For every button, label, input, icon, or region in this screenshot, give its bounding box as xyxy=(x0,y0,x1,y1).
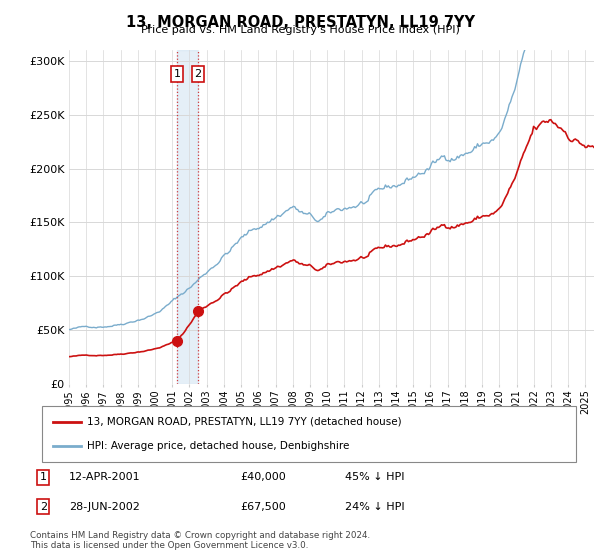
Text: Price paid vs. HM Land Registry's House Price Index (HPI): Price paid vs. HM Land Registry's House … xyxy=(140,25,460,35)
Text: 45% ↓ HPI: 45% ↓ HPI xyxy=(345,472,404,482)
Text: 13, MORGAN ROAD, PRESTATYN, LL19 7YY: 13, MORGAN ROAD, PRESTATYN, LL19 7YY xyxy=(125,15,475,30)
Text: 24% ↓ HPI: 24% ↓ HPI xyxy=(345,502,404,512)
Text: £40,000: £40,000 xyxy=(240,472,286,482)
Text: 13, MORGAN ROAD, PRESTATYN, LL19 7YY (detached house): 13, MORGAN ROAD, PRESTATYN, LL19 7YY (de… xyxy=(87,417,401,427)
Text: 12-APR-2001: 12-APR-2001 xyxy=(69,472,140,482)
Text: £67,500: £67,500 xyxy=(240,502,286,512)
Text: 1: 1 xyxy=(40,472,47,482)
Text: 1: 1 xyxy=(173,69,181,79)
Text: Contains HM Land Registry data © Crown copyright and database right 2024.
This d: Contains HM Land Registry data © Crown c… xyxy=(30,531,370,550)
Text: 2: 2 xyxy=(194,69,202,79)
Text: HPI: Average price, detached house, Denbighshire: HPI: Average price, detached house, Denb… xyxy=(87,441,349,451)
Text: 2: 2 xyxy=(40,502,47,512)
Bar xyxy=(177,50,198,384)
Text: 28-JUN-2002: 28-JUN-2002 xyxy=(69,502,140,512)
